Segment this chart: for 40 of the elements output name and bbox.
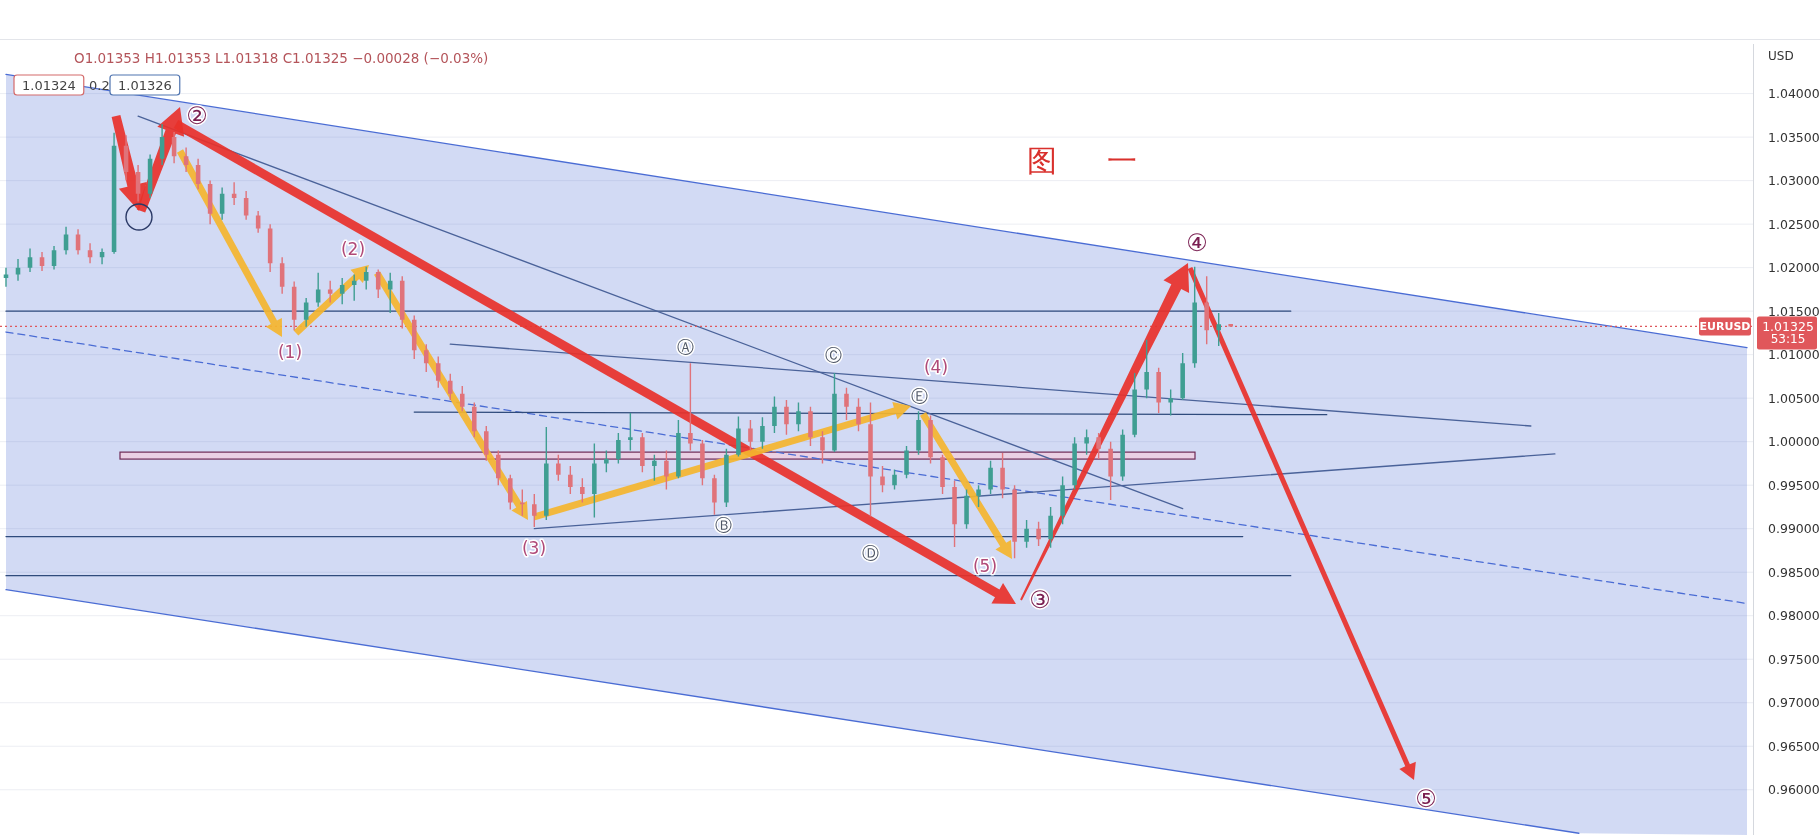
annotation: 1.01324 (22, 77, 76, 93)
ref-line-label: EURUSD (1699, 319, 1751, 333)
y-tick-label: 1.00500 (1768, 390, 1820, 406)
annotation: (3) (521, 538, 547, 558)
annotation: (1) (277, 342, 303, 362)
y-axis-title: USD (1768, 49, 1794, 63)
y-tick-label: 1.02500 (1768, 216, 1820, 232)
text: 1.01325 (1762, 318, 1814, 334)
y-tick-label: 0.99500 (1768, 477, 1820, 493)
annotation: Ⓐ (676, 337, 694, 357)
annotation: Ⓒ (824, 345, 842, 365)
annotation: Ⓑ (714, 515, 732, 535)
annotation: 1.01326 (118, 77, 172, 93)
y-tick-label: 0.97000 (1768, 695, 1820, 711)
annotation: ⑤ (1415, 785, 1437, 813)
y-tick-label: 0.96000 (1768, 782, 1820, 798)
y-tick-label: 0.97500 (1768, 651, 1820, 667)
annotation: Ⓓ (861, 543, 879, 563)
y-tick-label: 1.01500 (1768, 303, 1820, 319)
y-tick-label: 1.02000 (1768, 260, 1820, 276)
annotation: (2) (340, 239, 366, 259)
y-tick-label: 0.99000 (1768, 521, 1820, 537)
annotation: (4) (923, 357, 949, 377)
y-tick-label: 1.03000 (1768, 173, 1820, 189)
y-tick-label: 1.00000 (1768, 434, 1820, 450)
y-tick-label: 0.98000 (1768, 608, 1820, 624)
y-tick-label: 1.04000 (1768, 86, 1820, 102)
annotation: ④ (1186, 229, 1208, 257)
annotation: ② (186, 102, 208, 130)
annotation: 0.2 (89, 77, 110, 93)
annotation: Ⓔ (910, 386, 928, 406)
annotation: (5) (972, 556, 998, 576)
y-tick-label: 1.03500 (1768, 129, 1820, 145)
text: 图 一 (1027, 142, 1137, 178)
y-tick-label: 1.01000 (1768, 347, 1820, 363)
text: O1.01353 H1.01353 L1.01318 C1.01325 −0.00028 (−0.03%) (74, 50, 489, 66)
annotation: ③ (1029, 586, 1051, 614)
text: 53:15 (1770, 332, 1806, 347)
y-tick-label: 0.98500 (1768, 564, 1820, 580)
y-tick-label: 0.96500 (1768, 738, 1820, 754)
